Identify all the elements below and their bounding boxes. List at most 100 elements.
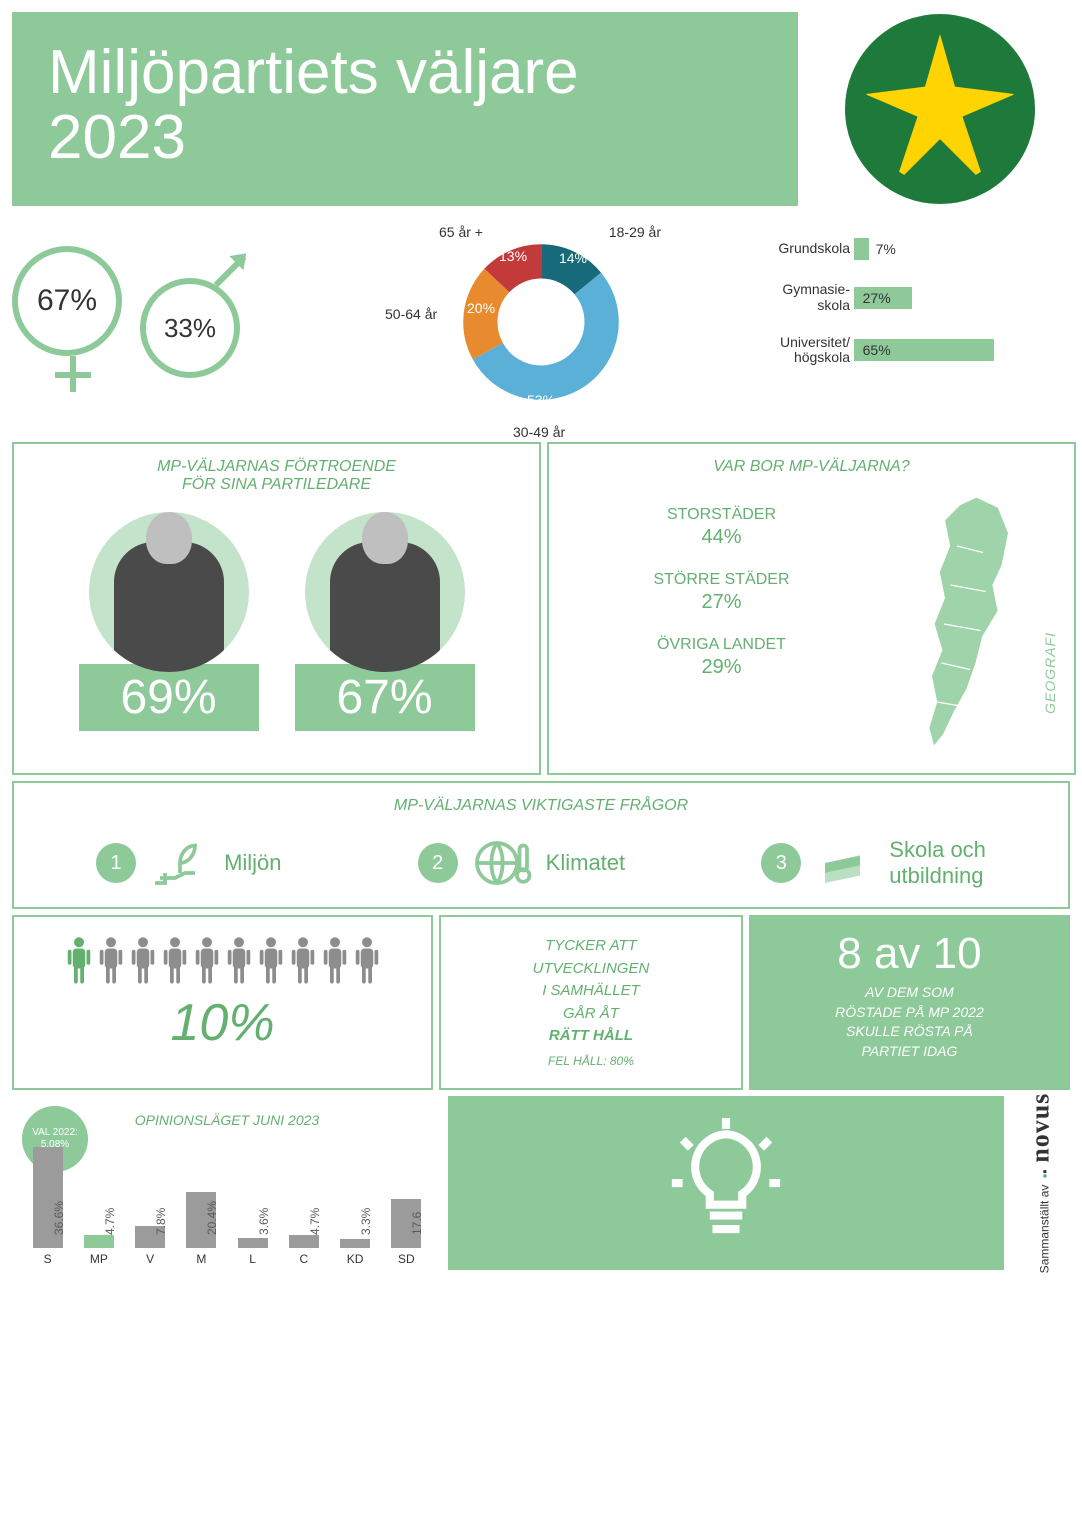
dir-line-2: I SAMHÄLLET — [459, 980, 723, 1003]
male-icon: 33% — [140, 278, 240, 378]
edu-label: Gymnasie- skola — [750, 282, 850, 313]
edu-bar: 27% — [854, 287, 1070, 309]
poll-bar: 20.4% — [186, 1192, 216, 1248]
male-symbol: 33% — [140, 278, 240, 378]
poll-value: 3.6% — [257, 1207, 271, 1234]
poll-item: 17.6 SD — [384, 1199, 428, 1265]
issue-num-1: 2 — [418, 843, 458, 883]
dir-line-3: GÅR ÅT — [459, 1003, 723, 1026]
female-symbol: 67% — [12, 246, 122, 356]
poll-item: 3.3%KD — [333, 1239, 377, 1266]
issues-row: 1 Miljön 2 Klimatet 3 — [28, 833, 1054, 893]
issue-label-2: Skola och utbildning — [889, 837, 986, 889]
issues-title: MP-VÄLJARNAS VIKTIGASTE FRÅGOR — [28, 797, 1054, 815]
edu-bar: 65% — [854, 339, 1070, 361]
edu-pct: 27% — [863, 290, 891, 306]
poll-value: 4.7% — [308, 1207, 322, 1234]
leaders-panel: MP-VÄLJARNAS FÖRTROENDE FÖR SINA PARTILE… — [12, 442, 541, 775]
leader-0: 69% — [79, 512, 259, 731]
credit-prefix: Sammanställt av — [1037, 1184, 1051, 1273]
loyalty-panel: 8 av 10 AV DEM SOM RÖSTADE PÅ MP 2022 SK… — [749, 915, 1070, 1090]
person-icon — [352, 935, 382, 987]
female-icon: 67% — [12, 246, 122, 356]
footer-row: VAL 2022: 5,08% OPINIONSLÄGET JUNI 2023 … — [0, 1090, 1082, 1282]
loyalty-headline: 8 av 10 — [763, 929, 1056, 979]
leaf-hand-icon — [150, 833, 210, 893]
issue-num-2: 3 — [761, 843, 801, 883]
map-block: GEOGRAFI — [880, 494, 1060, 759]
credit-block: Sammanställt av ▪▪ novus — [1010, 1096, 1070, 1270]
dir-line-1: UTVECKLINGEN — [459, 958, 723, 981]
geo-item-1: STÖRRE STÄDER 27% — [653, 571, 789, 614]
logo-block — [810, 12, 1070, 206]
poll-item: 7.8% V — [128, 1226, 172, 1265]
mid-panels: MP-VÄLJARNAS FÖRTROENDE FÖR SINA PARTILE… — [0, 442, 1082, 775]
poll-party-label: SD — [384, 1252, 428, 1266]
poll-bar: 17.6 — [391, 1199, 421, 1247]
geo-side-label: GEOGRAFI — [1042, 632, 1058, 714]
education-block: Grundskola 7%Gymnasie- skola 27% Universite… — [750, 230, 1070, 430]
geo-label-1: STÖRRE STÄDER — [653, 571, 789, 588]
page-title: Miljöpartiets väljare 2023 — [48, 40, 762, 170]
poll-bar: 7.8% — [135, 1226, 165, 1247]
issue-num-0: 1 — [96, 843, 136, 883]
poll-party-label: KD — [333, 1252, 377, 1266]
poll-value: 3.3% — [359, 1207, 373, 1234]
age-donut-chart: 18-29 år 14% 30-49 år 53% 50-64 år 20% 6… — [441, 230, 641, 430]
poll-bar: 4.7% — [289, 1235, 319, 1248]
gender-block: 67% 33% — [12, 230, 332, 430]
leader-1: 67% — [295, 512, 475, 731]
title-line-2: 2023 — [48, 103, 186, 172]
demographics-row: 67% 33% — [0, 218, 1082, 442]
leader-portrait-icon — [305, 512, 465, 672]
poll-party-label: S — [26, 1252, 70, 1266]
poll-party-label: M — [179, 1252, 223, 1266]
infographic-page: Miljöpartiets väljare 2023 67% 33% — [0, 0, 1082, 1282]
party-logo-icon — [845, 14, 1035, 204]
donut-label-2: 50-64 år — [385, 306, 437, 322]
donut-pct-2: 20% — [467, 300, 495, 316]
geo-pct-1: 27% — [653, 591, 789, 614]
edu-row: Gymnasie- skola 27% — [750, 282, 1070, 313]
person-icon — [192, 935, 222, 987]
edu-label: Grundskola — [750, 241, 850, 256]
dir-line-0: TYCKER ATT — [459, 935, 723, 958]
donut-icon — [461, 242, 621, 402]
poll-item: 3.6%L — [231, 1238, 275, 1266]
poll-value: 20.4% — [205, 1201, 219, 1235]
badge-label: VAL 2022: — [32, 1127, 78, 1139]
geo-stats: STORSTÄDER 44% STÖRRE STÄDER 27% ÖVRIGA … — [563, 494, 880, 759]
credit-text: Sammanställt av ▪▪ novus — [1025, 1092, 1055, 1273]
leader-portrait-icon — [89, 512, 249, 672]
poll-party-label: V — [128, 1252, 172, 1266]
edu-row: Grundskola 7% — [750, 238, 1070, 260]
donut-pct-1: 53% — [527, 392, 555, 408]
title-block: Miljöpartiets väljare 2023 — [12, 12, 798, 206]
issue-1: 2 Klimatet — [418, 833, 625, 893]
edu-row: Universitet/ högskola65% — [750, 335, 1070, 366]
poll-bar: 3.6% — [238, 1238, 268, 1248]
edu-bar: 7% — [854, 238, 1070, 260]
donut-pct-0: 14% — [559, 250, 587, 266]
person-icon — [256, 935, 286, 987]
issue-0: 1 Miljön — [96, 833, 281, 893]
female-pct: 67% — [37, 284, 97, 318]
person-icon — [288, 935, 318, 987]
issue-label-1: Klimatet — [546, 850, 625, 876]
geo-label-2: ÖVRIGA LANDET — [657, 636, 786, 653]
poll-bar: 36.6% — [33, 1147, 63, 1248]
direction-panel: 10% — [12, 915, 433, 1090]
polls-panel: VAL 2022: 5,08% OPINIONSLÄGET JUNI 2023 … — [12, 1096, 442, 1270]
poll-party-label: MP — [77, 1252, 121, 1266]
edu-pct: 65% — [863, 342, 891, 358]
geography-panel: VAR BOR MP-VÄLJARNA? STORSTÄDER 44% STÖR… — [547, 442, 1076, 775]
geo-item-0: STORSTÄDER 44% — [667, 506, 776, 549]
person-icon — [320, 935, 350, 987]
direction-pct: 10% — [32, 993, 413, 1053]
poll-item: 4.7%MP — [77, 1235, 121, 1266]
leaders-row: 69% 67% — [28, 512, 525, 731]
dir-highlight: RÄTT HÅLL — [459, 1025, 723, 1048]
poll-item: 20.4% M — [179, 1192, 223, 1266]
poll-item: 36.6% S — [26, 1147, 70, 1266]
credit-brand: novus — [1025, 1092, 1054, 1162]
